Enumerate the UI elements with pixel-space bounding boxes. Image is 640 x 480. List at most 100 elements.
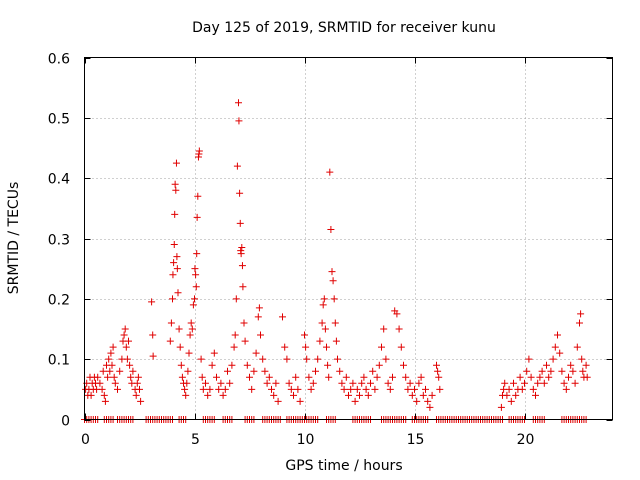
data-point (219, 391, 227, 399)
data-point (549, 355, 557, 363)
tick-labels: 0 5 10 15 20 0 0.1 0.2 0.3 0.4 0.5 0.6 (48, 52, 535, 449)
data-point (177, 361, 185, 369)
data-point (527, 373, 535, 381)
y-tick-label: 0.1 (48, 353, 70, 369)
axis-ticks (84, 57, 613, 421)
y-tick-label: 0.5 (48, 112, 70, 128)
data-point (551, 343, 559, 351)
data-point (254, 313, 262, 321)
data-point (400, 361, 407, 369)
data-point (134, 373, 142, 381)
data-point (236, 219, 244, 227)
data-point (560, 379, 568, 387)
data-point (332, 337, 340, 345)
data-point (569, 367, 577, 375)
data-point (547, 367, 555, 375)
data-point (518, 385, 526, 393)
data-point (94, 373, 102, 381)
data-point (252, 349, 260, 357)
data-point (419, 391, 427, 399)
data-point (110, 373, 118, 381)
data-point (197, 355, 205, 363)
data-point (294, 385, 302, 393)
data-point (367, 379, 374, 387)
data-point (132, 391, 140, 399)
data-point (184, 367, 192, 375)
data-point (121, 325, 129, 333)
data-point (120, 331, 128, 339)
data-point (433, 361, 440, 369)
data-point (384, 379, 392, 387)
data-point (408, 391, 416, 399)
data-point (259, 355, 267, 363)
data-point (338, 379, 346, 387)
data-point (434, 367, 442, 375)
data-point (426, 403, 434, 411)
data-point (501, 379, 509, 387)
data-point (364, 391, 372, 399)
data-point (98, 385, 106, 393)
data-point (327, 225, 335, 233)
data-point (248, 385, 256, 393)
data-point (562, 385, 570, 393)
data-point (325, 373, 333, 381)
data-point (578, 355, 586, 363)
x-tick-label: 15 (407, 432, 425, 448)
data-point (114, 385, 121, 393)
data-point (320, 295, 328, 303)
data-point (239, 283, 247, 291)
data-point (108, 361, 116, 369)
data-point (104, 373, 112, 381)
data-point (243, 361, 251, 369)
data-point (510, 379, 517, 387)
data-point (324, 361, 332, 369)
data-point (314, 355, 322, 363)
data-point (270, 391, 278, 399)
data-point (413, 397, 421, 405)
data-point (436, 385, 444, 393)
data-point (185, 349, 193, 357)
data-point (178, 373, 186, 381)
data-point (181, 385, 189, 393)
data-point (358, 379, 366, 387)
y-tick-label: 0 (61, 414, 70, 430)
y-tick-label: 0.4 (48, 172, 70, 188)
data-point (309, 379, 317, 387)
data-point (281, 343, 289, 351)
data-point (340, 385, 348, 393)
data-point (378, 343, 385, 351)
data-point (217, 379, 225, 387)
data-point (257, 331, 264, 339)
data-point (543, 361, 550, 369)
data-point (149, 331, 157, 339)
data-point (283, 355, 291, 363)
data-point (100, 391, 108, 399)
data-point (571, 379, 579, 387)
data-point (529, 385, 537, 393)
data-point (96, 379, 104, 387)
data-point (349, 379, 357, 387)
data-point (347, 385, 355, 393)
data-point (221, 385, 229, 393)
data-point (173, 265, 181, 273)
data-point (137, 397, 145, 405)
grid-lines (84, 57, 613, 420)
data-point (336, 367, 344, 375)
data-point (507, 397, 515, 405)
data-point (170, 241, 178, 249)
data-point (554, 331, 561, 339)
data-point (404, 385, 412, 393)
data-point (215, 385, 223, 393)
data-point (149, 352, 157, 360)
data-point (236, 189, 244, 197)
data-point (523, 367, 531, 375)
data-point (241, 337, 249, 345)
x-tick-label: 0 (81, 432, 90, 448)
data-point (307, 385, 315, 393)
data-point (261, 367, 269, 375)
data-point (172, 159, 180, 167)
data-point (422, 385, 429, 393)
data-point (188, 325, 196, 333)
data-point (380, 325, 388, 333)
